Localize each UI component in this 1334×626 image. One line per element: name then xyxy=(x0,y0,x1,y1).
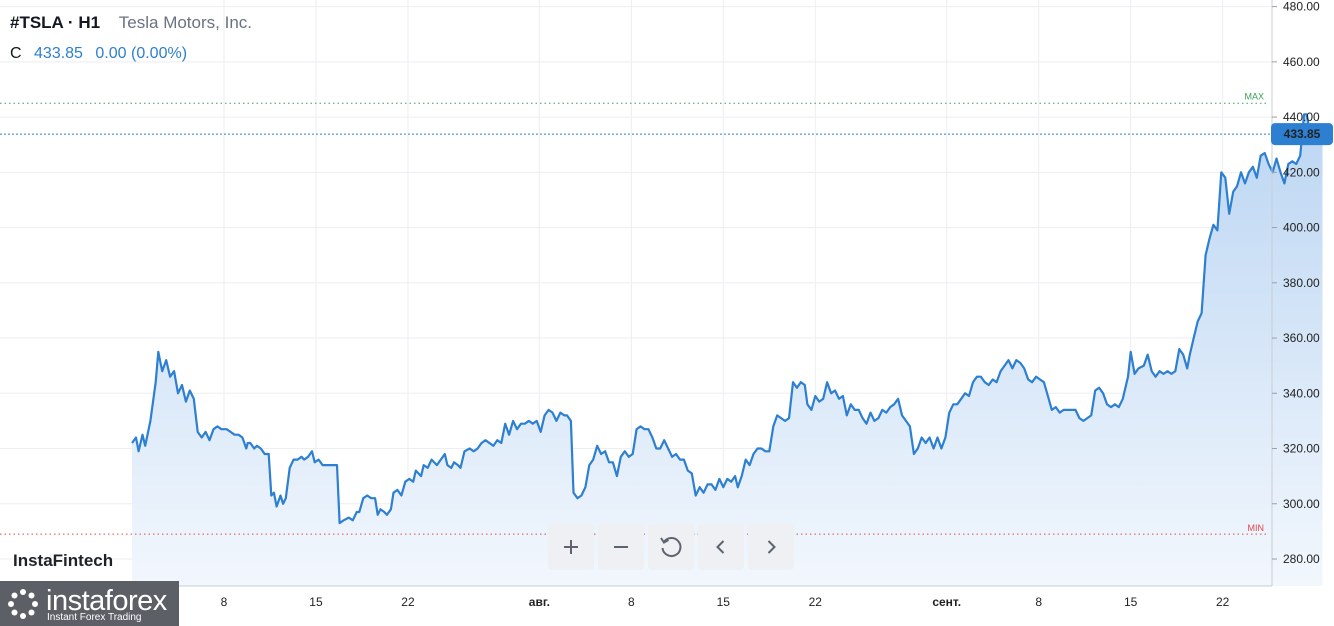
x-tick-label: авг. xyxy=(529,595,550,609)
last-price-value: 433.85 xyxy=(1284,127,1321,141)
chart-navigation xyxy=(548,524,794,570)
close-label: C xyxy=(10,45,22,62)
x-tick-label: 15 xyxy=(309,595,323,609)
x-tick-label: 8 xyxy=(628,595,635,609)
chart-header: #TSLA · H1 Tesla Motors, Inc. xyxy=(10,13,252,33)
minus-icon xyxy=(614,546,628,548)
x-axis: 8 15 22 авг. 8 15 22 сент. 8 15 22 xyxy=(221,595,1230,609)
y-tick-label: 340.00 xyxy=(1283,386,1320,400)
zoom-out-button[interactable] xyxy=(598,524,644,570)
last-price-tag: 433.85 xyxy=(1271,123,1333,146)
scroll-left-button[interactable] xyxy=(698,524,744,570)
max-label: MAX xyxy=(1244,91,1264,101)
y-tick-label: 300.00 xyxy=(1283,497,1320,511)
price-area xyxy=(132,114,1323,587)
x-tick-label: 15 xyxy=(717,595,731,609)
y-tick-label: 420.00 xyxy=(1283,165,1320,179)
y-tick-label: 480.00 xyxy=(1283,0,1320,14)
min-label: MIN xyxy=(1248,523,1265,533)
instaforex-name: instaforex xyxy=(46,585,167,617)
x-tick-label: сент. xyxy=(932,595,961,609)
plus-icon xyxy=(564,540,578,554)
price-line xyxy=(131,113,1323,525)
y-axis: 280.00 300.00 320.00 340.00 360.00 380.00 400.… xyxy=(1272,0,1320,566)
change-value: 0.00 (0.00%) xyxy=(95,45,188,62)
zoom-in-button[interactable] xyxy=(548,524,594,570)
brand-label: InstaFintech xyxy=(13,551,114,570)
instaforex-tagline: Instant Forex Trading xyxy=(47,612,142,623)
y-tick-label: 320.00 xyxy=(1283,442,1320,456)
y-tick-label: 400.00 xyxy=(1283,221,1320,235)
instaforex-logo-icon xyxy=(8,589,38,619)
reset-icon xyxy=(660,537,682,557)
last-price-tag-background xyxy=(1271,123,1333,146)
quote-line: C 433.85 0.00 (0.00%) xyxy=(10,45,187,63)
y-tick-label: 380.00 xyxy=(1283,276,1320,290)
x-tick-label: 8 xyxy=(221,595,228,609)
symbol-label: #TSLA · H1 xyxy=(10,13,101,32)
instaforex-watermark: instaforex Instant Forex Trading xyxy=(0,581,179,626)
x-tick-label: 22 xyxy=(401,595,415,609)
x-tick-label: 15 xyxy=(1124,595,1138,609)
company-name: Tesla Motors, Inc. xyxy=(118,13,252,32)
x-tick-label: 22 xyxy=(1216,595,1230,609)
y-tick-label: 360.00 xyxy=(1283,331,1320,345)
y-tick-label: 460.00 xyxy=(1283,55,1320,69)
chevron-left-icon xyxy=(716,540,725,554)
x-tick-label: 22 xyxy=(809,595,823,609)
y-tick-label: 440.00 xyxy=(1283,110,1320,124)
x-tick-label: 8 xyxy=(1035,595,1042,609)
scroll-right-button[interactable] xyxy=(748,524,794,570)
reset-button[interactable] xyxy=(648,524,694,570)
close-value: 433.85 xyxy=(34,45,83,62)
y-tick-label: 280.00 xyxy=(1283,552,1320,566)
chevron-right-icon xyxy=(767,540,776,554)
